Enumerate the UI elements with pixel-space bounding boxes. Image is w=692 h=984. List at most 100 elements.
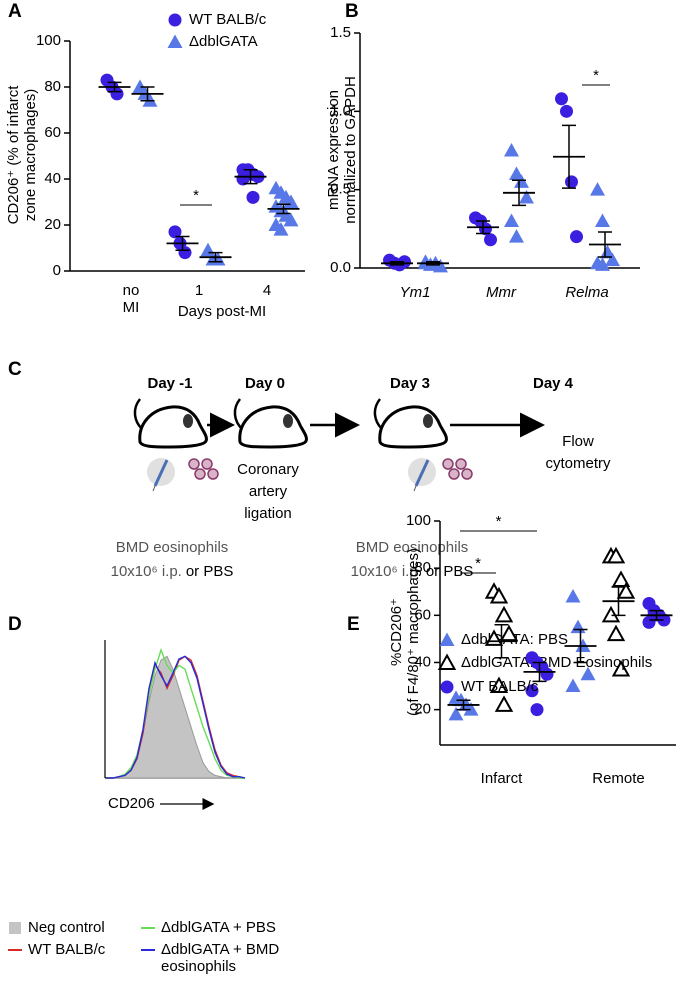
treatment-agent: BMD eosinophils [116,539,229,556]
data-point [504,143,519,157]
data-point [525,684,539,698]
error-bar [512,179,526,207]
eosinophil-icon [442,458,473,480]
data-point [504,213,519,227]
data-point [283,212,299,227]
y-tick-label: 100 [406,512,431,529]
x-tick-label: Remote [592,770,645,787]
error-bar [476,220,490,235]
data-point [595,213,610,227]
control: or PBS [426,563,474,580]
data-point [448,706,464,721]
treatment-dose: 10x10⁶ i.p. or PBS [111,563,234,580]
data-point [433,258,448,273]
y-tick-label: 1.0 [330,102,351,119]
dose: 10x10⁶ i.p. [111,563,182,580]
data-point [499,624,519,642]
error-bar [532,661,547,683]
surgery-label: artery [249,483,288,500]
error-bar [456,699,471,711]
data-point [616,582,636,599]
error-bar [276,203,291,215]
data-point [540,667,554,681]
legend-label: WT BALB/c [28,941,106,958]
eosinophil-icon [188,458,219,480]
y-axis-label-line: normalized to GAPDH [342,76,359,224]
legend-marker [439,632,455,646]
significance-label: * [593,67,599,84]
panel-label: D [8,614,22,635]
data-point [605,252,620,267]
error-bar [649,609,664,621]
error-bar [107,81,122,93]
x-axis-label: Days post-MI [178,303,266,320]
legend-marker [168,13,182,27]
data-point [514,174,529,188]
y-tick-label: 20 [44,216,61,233]
data-point [657,613,671,627]
treatment-dose: 10x10⁶ i.p. or PBS [351,563,474,580]
y-axis-label-line: zone macrophages) [22,88,39,222]
data-point [530,703,544,717]
y-axis-label-line: mRNA expression [325,89,342,211]
data-point [494,605,514,623]
legend-marker [437,653,457,670]
data-point [494,695,514,712]
mouse-icon [133,397,208,449]
y-axis-label: mRNA expression normalized to GAPDH [325,76,359,224]
data-point [168,225,182,239]
y-axis-label-line: %CD206⁺ [388,598,405,666]
data-point [178,246,192,260]
surgery-label: ligation [244,505,292,522]
line [107,647,245,779]
y-axis-label-line: CD206⁺ (% of infarct [5,85,22,225]
error-bar [390,260,404,266]
data-point [580,666,596,681]
area [107,655,245,779]
data-point [489,586,509,604]
panel-label: B [345,1,359,22]
data-point [590,182,605,196]
legend-label: ΔdblGATA: BMD Eosinophils [461,654,652,671]
surgery-label: Coronary [237,461,299,478]
x-tick-label: 4 [262,282,272,299]
legend-label: ΔdblGATA + BMD eosinophils [161,941,280,975]
y-tick-label: 1.5 [330,24,351,41]
data-point [565,678,581,693]
syringe-icon [406,456,438,493]
error-bar [175,235,190,252]
y-tick-label: 20 [414,701,431,718]
syringe-icon [145,456,177,493]
y-tick-label: 60 [44,124,61,141]
data-point [555,92,568,106]
legend-label: WT BALB/c [461,678,539,695]
control: or PBS [186,563,234,580]
day-label: Day 4 [533,375,574,392]
error-bar [140,86,155,102]
error-bar [494,623,509,659]
panel-label: A [8,1,22,22]
data-point [565,175,578,189]
data-point [611,570,631,587]
y-tick-label: 40 [44,170,61,187]
legend-swatch [9,922,21,934]
y-axis-label: %CD206⁺ (of F4/80⁺ macrophages) [388,548,422,716]
dose: 10x10⁶ i.p. [351,563,422,580]
y-tick-label: 60 [414,606,431,623]
data-point [570,230,583,244]
error-bar [598,231,612,258]
x-tick-label: Ym1 [399,284,431,301]
panel-label: E [347,614,360,635]
y-tick-label: 0.0 [330,259,351,276]
day-label: Day -1 [147,375,192,392]
x-tick-label: Relma [565,284,609,301]
data-point [509,229,524,243]
y-tick-label: 0 [53,262,61,279]
data-point [570,619,586,634]
error-bar [426,260,440,266]
x-tick-label: no MI [122,282,140,316]
error-bar [562,124,576,189]
timeline-diagram: C Day -1 Day 0 Day 3 Day 4 Coronary arte… [8,359,611,580]
